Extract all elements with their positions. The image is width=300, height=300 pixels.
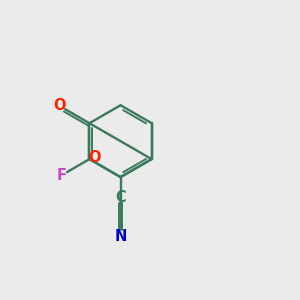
Text: C: C	[115, 190, 126, 205]
Text: O: O	[53, 98, 66, 113]
Text: N: N	[114, 229, 127, 244]
Text: F: F	[56, 168, 66, 183]
Text: O: O	[88, 150, 101, 165]
